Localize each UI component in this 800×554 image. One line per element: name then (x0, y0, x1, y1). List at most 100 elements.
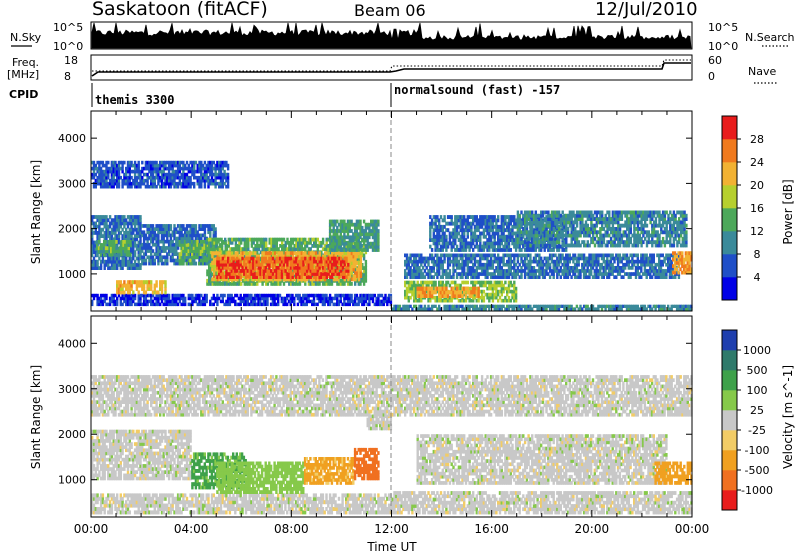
power-cell (175, 302, 178, 307)
beam-title: Beam 06 (354, 1, 426, 20)
power-cell (103, 266, 106, 270)
power-cell (273, 302, 276, 307)
power-cell (139, 302, 142, 307)
power-cell (114, 234, 117, 238)
power-cell (142, 296, 146, 301)
power-cell (309, 293, 312, 298)
power-cell (125, 252, 129, 257)
power-cell (275, 282, 278, 286)
power-cell (194, 296, 198, 301)
power-cell (148, 224, 151, 228)
power-cell (379, 299, 382, 304)
power-cell (198, 227, 201, 231)
power-cell (253, 299, 257, 304)
freq-label-2: [MHz] (7, 68, 39, 81)
power-cell (101, 256, 105, 261)
power-cell (176, 293, 180, 298)
power-cell (248, 278, 252, 283)
power-cell (135, 263, 139, 267)
power-cell (200, 227, 203, 231)
power-cell (124, 240, 127, 244)
power-cell (193, 181, 196, 186)
power-cell (203, 227, 207, 231)
power-cell (146, 236, 149, 241)
power-cell (142, 258, 146, 263)
power-cell (196, 302, 199, 307)
power-cell (169, 239, 173, 244)
power-cell (222, 282, 225, 286)
power-cell (192, 243, 196, 247)
power-cell (96, 243, 99, 247)
power-cell (377, 219, 380, 224)
power-cell (307, 282, 311, 286)
power-cell (160, 249, 164, 253)
power-cell (194, 227, 198, 231)
power-cell (157, 236, 160, 241)
power-cell (203, 296, 207, 301)
power-cell (226, 293, 230, 298)
power-cell (126, 231, 130, 235)
power-cell (193, 227, 196, 231)
power-cell (208, 272, 211, 277)
power-cell (123, 299, 126, 304)
power-cell (141, 233, 144, 238)
power-cell (327, 278, 330, 283)
power-cell (114, 227, 117, 232)
power-cell (307, 240, 311, 245)
power-cell (98, 234, 101, 238)
power-cell (108, 246, 111, 251)
power-cell (430, 286, 434, 291)
power-cell (304, 282, 307, 286)
power-cell (282, 250, 286, 255)
power-cell (201, 299, 205, 304)
power-cell (150, 280, 153, 285)
power-cell (139, 263, 142, 267)
power-cell (191, 261, 194, 266)
power-cell (148, 233, 151, 238)
power-cell (142, 261, 146, 266)
power-cell (303, 296, 307, 301)
power-cell (123, 263, 126, 267)
power-cell (270, 244, 273, 248)
power-cell (259, 296, 262, 301)
power-cell (91, 234, 94, 238)
power-cell (183, 246, 187, 250)
power-cell (211, 282, 214, 286)
power-cell (193, 233, 196, 238)
power-cell (232, 282, 236, 286)
power-cell (291, 247, 295, 251)
power-cell (280, 299, 283, 304)
power-cell (130, 227, 133, 232)
power-cell (148, 258, 151, 263)
power-cell (166, 227, 169, 231)
power-cell (196, 243, 199, 247)
power-cell (123, 160, 126, 165)
power-cell (118, 252, 122, 257)
power-cell (192, 261, 196, 266)
power-cell (187, 293, 190, 298)
power-cell (262, 293, 266, 298)
power-cell (159, 258, 162, 263)
power-cell (114, 224, 117, 229)
power-cell (343, 296, 346, 301)
power-cell (366, 296, 369, 301)
power-cell (234, 247, 238, 251)
power-cell (194, 240, 197, 244)
power-cell (302, 240, 305, 245)
power-cell (139, 221, 142, 226)
power-cell (250, 244, 254, 248)
cpid-mode-2: normalsound (fast) -157 (394, 83, 560, 97)
power-cell (325, 240, 328, 245)
power-cell (264, 293, 267, 298)
power-cell (126, 237, 130, 242)
power-cell (139, 215, 142, 219)
power-cell (191, 236, 194, 241)
power-cell (298, 244, 302, 248)
power-cell (312, 296, 316, 301)
power-cell (112, 224, 115, 229)
power-cell (126, 221, 130, 226)
power-cell (213, 282, 216, 286)
power-cell (196, 240, 199, 244)
power-cell (220, 244, 223, 248)
power-cell (94, 266, 97, 270)
